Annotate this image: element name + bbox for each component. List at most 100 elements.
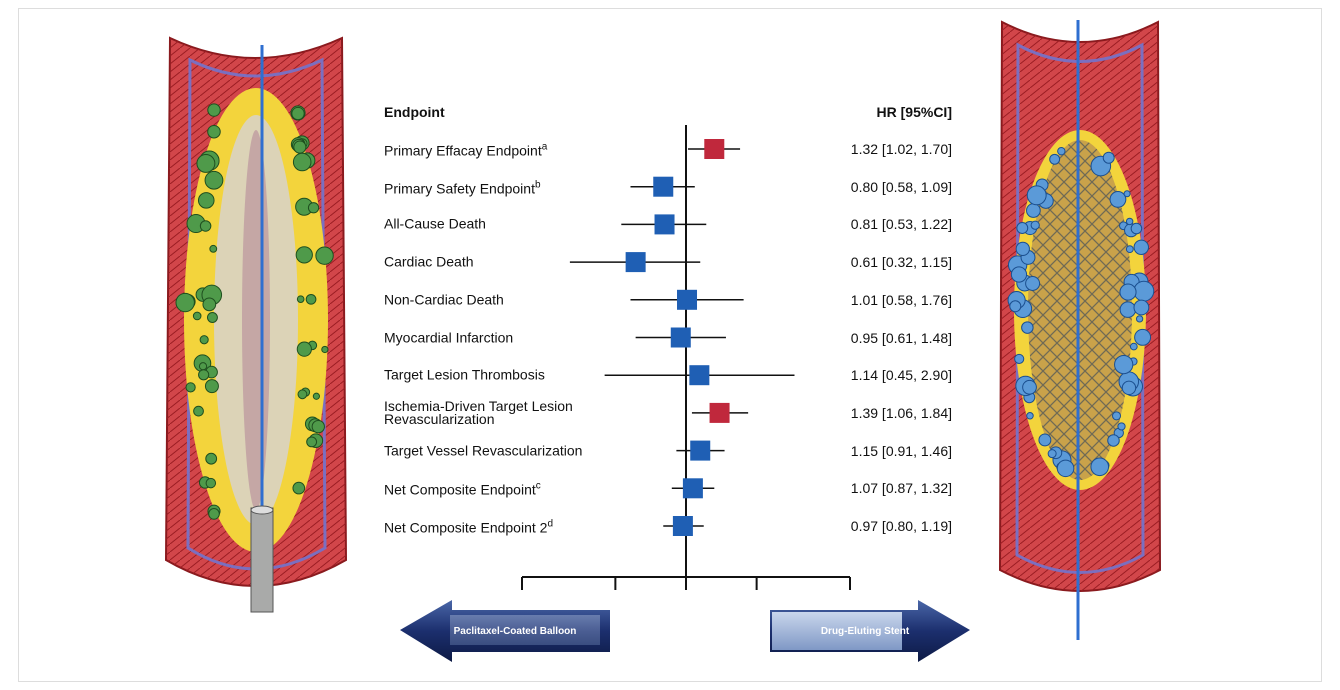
- particle: [1119, 301, 1137, 318]
- left-arrow: Paclitaxel-Coated Balloon: [400, 600, 610, 662]
- particle: [193, 405, 204, 417]
- particle: [1038, 433, 1052, 447]
- endpoint-label: Cardiac Death: [384, 253, 629, 270]
- particle: [1107, 434, 1120, 447]
- particle: [292, 152, 312, 172]
- particle: [1121, 380, 1137, 396]
- footnote-mark: b: [534, 179, 541, 191]
- endpoint-label: Ischemia-Driven Target Lesion Revascular…: [384, 399, 629, 426]
- particle: [206, 312, 218, 323]
- endpoint-label: Net Composite Endpointc: [384, 480, 629, 497]
- particle: [1133, 280, 1155, 302]
- endpoint-label: Target Lesion Thrombosis: [384, 366, 629, 383]
- endpoint-name: Non-Cardiac Death: [384, 291, 504, 308]
- particle: [207, 124, 221, 139]
- hr-value-label: 0.80 [0.58, 1.09]: [850, 178, 952, 195]
- right-arrow: Drug-Eluting Stent: [770, 600, 970, 662]
- endpoint-name: Primary Effacay Endpoint: [384, 142, 542, 159]
- particle: [295, 246, 313, 264]
- particle: [208, 508, 220, 520]
- particle: [312, 392, 320, 400]
- particle: [1129, 342, 1138, 351]
- footnote-mark: c: [535, 480, 541, 492]
- particle: [1114, 354, 1134, 375]
- hr-marker: [670, 327, 691, 348]
- particle: [1047, 449, 1057, 459]
- particle: [297, 389, 308, 400]
- particle: [296, 295, 305, 303]
- endpoint-name: All-Cause Death: [384, 215, 486, 232]
- particle: [1109, 191, 1127, 208]
- particle: [1090, 457, 1110, 477]
- particle: [209, 244, 218, 253]
- particle: [1130, 222, 1143, 235]
- particle: [1009, 300, 1022, 313]
- particle: [1102, 151, 1115, 164]
- particle: [321, 345, 329, 354]
- endpoint-name: Cardiac Death: [384, 253, 474, 270]
- particle: [1117, 422, 1126, 431]
- particle: [1026, 185, 1047, 206]
- particle: [1133, 299, 1150, 316]
- particle: [1015, 241, 1030, 256]
- particle: [307, 202, 320, 214]
- particle: [1026, 412, 1034, 420]
- particle: [1123, 190, 1131, 198]
- particle: [296, 341, 312, 357]
- particle: [1014, 353, 1025, 364]
- endpoint-name: Target Lesion Thrombosis: [384, 366, 545, 383]
- stent-illustration: [998, 20, 1162, 640]
- hr-marker: [625, 252, 646, 273]
- particle: [202, 297, 217, 312]
- particle: [315, 246, 334, 265]
- endpoint-label: Myocardial Infarction: [384, 329, 629, 345]
- particle: [205, 452, 218, 465]
- hr-marker: [654, 214, 675, 235]
- hr-marker: [689, 365, 710, 386]
- hr-value-label: 1.39 [1.06, 1.84]: [850, 404, 952, 421]
- hr-value-label: 1.14 [0.45, 2.90]: [850, 367, 952, 384]
- endpoint-name: Primary Safety Endpoint: [384, 180, 535, 197]
- hr-marker: [682, 478, 703, 499]
- particle: [1022, 379, 1037, 395]
- particle: [198, 369, 210, 381]
- header-hr: HR [95%CI]: [876, 104, 952, 120]
- particle: [192, 311, 202, 321]
- particle: [1049, 153, 1061, 165]
- particle: [1030, 220, 1040, 230]
- arrow-label: Drug-Eluting Stent: [821, 626, 910, 637]
- endpoint-name: Myocardial Infarction: [384, 329, 514, 345]
- hr-value-label: 0.95 [0.61, 1.48]: [850, 329, 952, 346]
- particle: [1133, 239, 1149, 255]
- particle: [1056, 459, 1075, 478]
- endpoint-label: Non-Cardiac Death: [384, 291, 629, 308]
- particle: [291, 106, 305, 121]
- particle: [198, 362, 208, 371]
- particle: [306, 436, 318, 448]
- endpoint-label: All-Cause Death: [384, 215, 629, 232]
- hr-value-label: 1.01 [0.58, 1.76]: [850, 291, 952, 308]
- particle: [207, 103, 221, 117]
- endpoint-label: Target Vessel Revascularization: [384, 442, 629, 459]
- particle: [1021, 321, 1034, 334]
- particle: [1135, 315, 1144, 323]
- particle: [311, 419, 325, 434]
- endpoint-name: Target Vessel Revascularization: [384, 442, 583, 459]
- particle: [1057, 146, 1066, 156]
- particle: [204, 170, 224, 190]
- particle: [1025, 276, 1041, 291]
- particle: [204, 379, 219, 394]
- hr-value-label: 1.15 [0.91, 1.46]: [850, 442, 952, 459]
- particle: [292, 481, 306, 495]
- particle: [199, 335, 209, 345]
- endpoint-label: Primary Effacay Endpointa: [384, 141, 629, 158]
- hr-marker: [690, 440, 711, 461]
- footnote-mark: d: [547, 518, 553, 530]
- endpoint-name: Net Composite Endpoint: [384, 481, 536, 498]
- hr-marker: [709, 402, 730, 423]
- arrow-label: Paclitaxel-Coated Balloon: [454, 626, 577, 637]
- particle: [1119, 283, 1137, 301]
- footnote-mark: a: [541, 141, 548, 153]
